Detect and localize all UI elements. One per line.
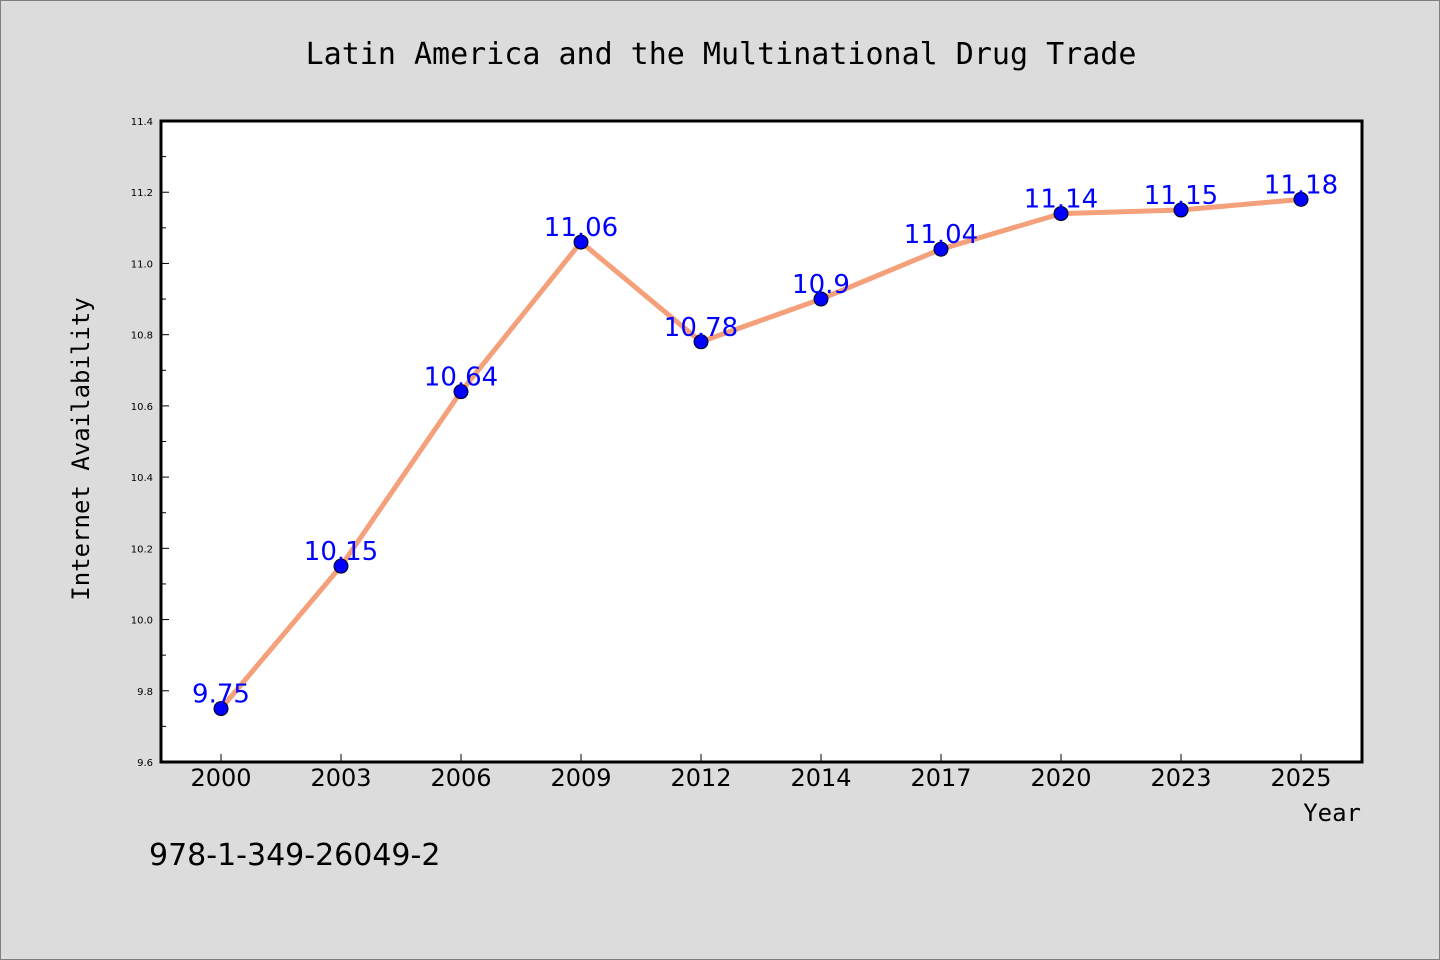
x-tick-label: 2012 (670, 764, 731, 792)
y-tick-label: 9.8 (137, 687, 153, 698)
x-tick-label: 2023 (1150, 764, 1211, 792)
x-tick-label: 2009 (550, 764, 611, 792)
y-tick-label: 11.2 (131, 188, 153, 199)
chart-title: Latin America and the Multinational Drug… (306, 37, 1137, 72)
data-label: 11.06 (544, 213, 618, 243)
data-point (1053, 206, 1069, 222)
x-tick-label: 2017 (910, 764, 971, 792)
data-point (333, 558, 349, 574)
y-tick-label: 10.2 (131, 544, 153, 555)
y-tick-label: 11.4 (131, 117, 153, 128)
x-tick-label: 2020 (1030, 764, 1091, 792)
data-point (693, 334, 709, 350)
data-point (453, 384, 469, 400)
y-tick-label: 10.4 (131, 473, 153, 484)
data-label: 11.18 (1264, 170, 1338, 200)
data-label: 10.78 (664, 313, 738, 343)
data-point (813, 291, 829, 307)
data-label: 11.15 (1144, 181, 1218, 211)
data-label: 11.14 (1024, 185, 1098, 215)
x-tick-label: 2003 (310, 764, 371, 792)
y-tick-label: 10.8 (131, 331, 153, 342)
isbn-text: 978-1-349-26049-2 (149, 838, 440, 873)
y-tick-label: 9.6 (137, 758, 153, 769)
data-point (573, 234, 589, 250)
x-tick-label: 2014 (790, 764, 851, 792)
y-tick-label: 10.0 (131, 616, 153, 627)
data-labels: 9.75 10.15 10.64 11.06 10.78 10.9 11.04 11.14 11… (192, 170, 1338, 709)
x-axis: 2000 2003 2006 2009 2012 2014 2017 2020 2023 2025 (190, 754, 1332, 792)
x-tick-label: 2000 (190, 764, 251, 792)
data-label: 10.9 (792, 270, 850, 300)
plot-area (159, 119, 1364, 764)
x-tick-label: 2006 (430, 764, 491, 792)
x-tick-label: 2025 (1270, 764, 1331, 792)
data-point (1173, 202, 1189, 218)
data-label: 11.04 (904, 220, 978, 250)
data-point (933, 241, 949, 257)
data-point (213, 701, 229, 717)
y-axis-label: Internet Availability (67, 297, 95, 600)
series-line (219, 196, 1302, 711)
data-markers (213, 191, 1309, 717)
data-label: 10.15 (304, 537, 378, 567)
y-tick-label: 10.6 (131, 402, 153, 413)
data-point (1293, 191, 1309, 207)
x-axis-label: Year (1303, 799, 1361, 827)
y-tick-label: 11.0 (131, 259, 153, 270)
data-label: 9.75 (192, 680, 250, 710)
y-axis: 9.6 9.8 10.0 10.2 10.4 10.6 10.8 11.0 11.2 11.4 (131, 117, 169, 769)
data-label: 10.64 (424, 363, 498, 393)
